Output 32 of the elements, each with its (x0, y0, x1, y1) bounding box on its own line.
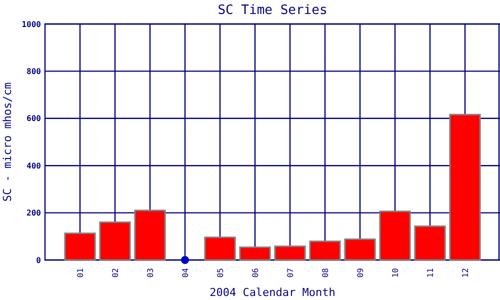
x-tick-label: 09 (356, 268, 365, 278)
x-tick-label: 06 (251, 268, 260, 278)
x-tick-label: 10 (391, 268, 400, 278)
x-tick-label: 01 (76, 268, 85, 278)
chart-title: SC Time Series (218, 3, 328, 18)
bar (344, 238, 376, 261)
bar (449, 114, 481, 261)
x-tick-label: 02 (111, 268, 120, 278)
y-tick-label: 200 (26, 208, 42, 218)
bar (239, 246, 271, 261)
bar (379, 210, 411, 261)
x-tick-label: 12 (461, 268, 470, 278)
bar (309, 240, 341, 261)
bar (274, 246, 306, 261)
x-tick-label: 11 (426, 268, 435, 278)
bar (99, 221, 131, 261)
y-tick-label: 600 (26, 114, 42, 124)
bar (204, 236, 236, 261)
y-tick-label: 800 (26, 67, 42, 76)
y-tick-label: 0 (36, 256, 42, 265)
x-tick-label: 08 (321, 268, 330, 278)
bar (414, 226, 446, 261)
x-axis-title: 2004 Calendar Month (210, 286, 336, 299)
y-tick-label: 1000 (22, 20, 42, 29)
x-tick-label: 04 (181, 268, 190, 278)
y-tick-label: 400 (26, 161, 42, 170)
x-tick-label: 05 (216, 268, 225, 278)
x-tick-label: 07 (286, 268, 295, 278)
y-axis-title: SC - micro mhos/cm (1, 82, 14, 202)
x-tick-label: 03 (146, 268, 155, 278)
bar (134, 210, 166, 261)
bar (64, 232, 96, 261)
